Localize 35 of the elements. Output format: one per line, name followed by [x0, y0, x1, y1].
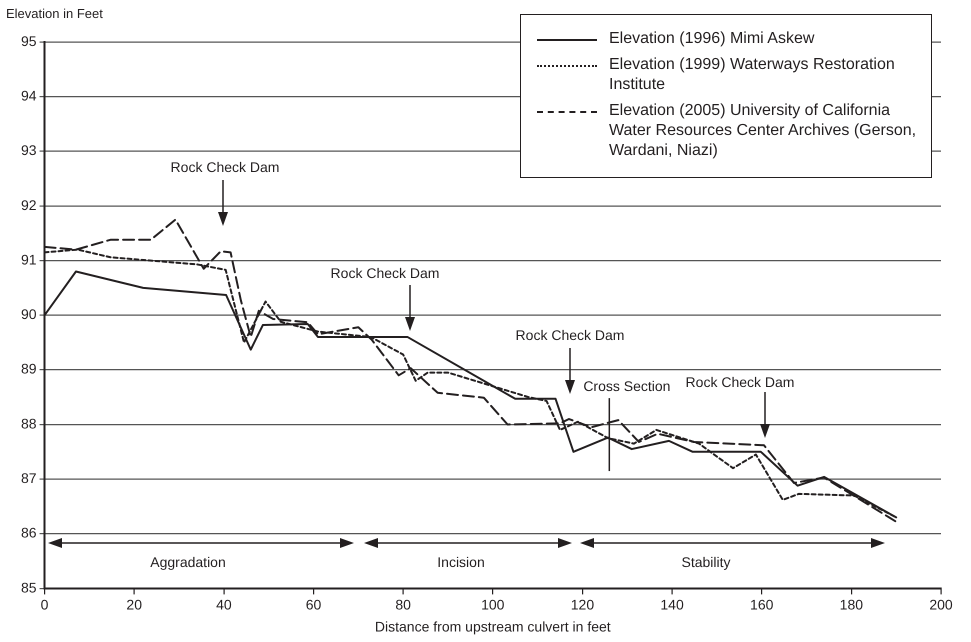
legend-label: Cross Section — [583, 378, 670, 394]
legend-label: Elevation (1999) Waterways Restoration Institute — [609, 55, 896, 95]
y-tick-label: 85 — [20, 579, 37, 596]
x-tick-label: 60 — [306, 596, 322, 613]
y-tick-label: 89 — [20, 360, 37, 377]
annotation: Rock Check Dam — [686, 374, 794, 390]
annotation: Incision — [437, 554, 485, 570]
y-axis-title: Elevation in Feet — [6, 6, 103, 21]
x-tick-label: 120 — [570, 596, 594, 613]
annotation: Rock Check Dam — [330, 264, 440, 281]
y-tick-label: 94 — [20, 88, 37, 104]
y-tick-label: 92 — [20, 196, 37, 213]
y-tick-label: 93 — [20, 142, 37, 158]
annotation: Stability — [681, 554, 731, 570]
x-tick-label: 200 — [929, 596, 953, 613]
y-tick-label: 91 — [20, 251, 37, 268]
y-tick-label: 86 — [20, 524, 37, 541]
y-tick-label: 90 — [20, 306, 37, 322]
annotation: Rock Check Dam — [516, 326, 624, 343]
annotation: Rock Check Dam — [170, 158, 280, 175]
x-axis-title: Distance from upstream culvert in feet — [374, 618, 611, 634]
legend-label: Elevation (2005) University of California Water Resources Center Archives (Gerson, Wardani, Niazi) — [609, 101, 918, 161]
x-tick-label: 140 — [660, 596, 684, 613]
y-tick-label: 87 — [20, 470, 37, 486]
x-tick-label: 180 — [840, 596, 864, 613]
x-tick-label: 0 — [40, 596, 49, 613]
y-tick-label: 95 — [20, 32, 37, 49]
x-tick-label: 100 — [481, 596, 505, 613]
x-tick-label: 80 — [395, 596, 412, 613]
x-tick-label: 40 — [216, 596, 232, 613]
annotation: Aggradation — [150, 554, 226, 570]
x-tick-label: 20 — [126, 596, 142, 613]
x-tick-label: 160 — [750, 596, 774, 613]
y-tick-label: 88 — [20, 415, 37, 432]
legend-label: Elevation (1996) Mimi Askew — [609, 29, 814, 49]
